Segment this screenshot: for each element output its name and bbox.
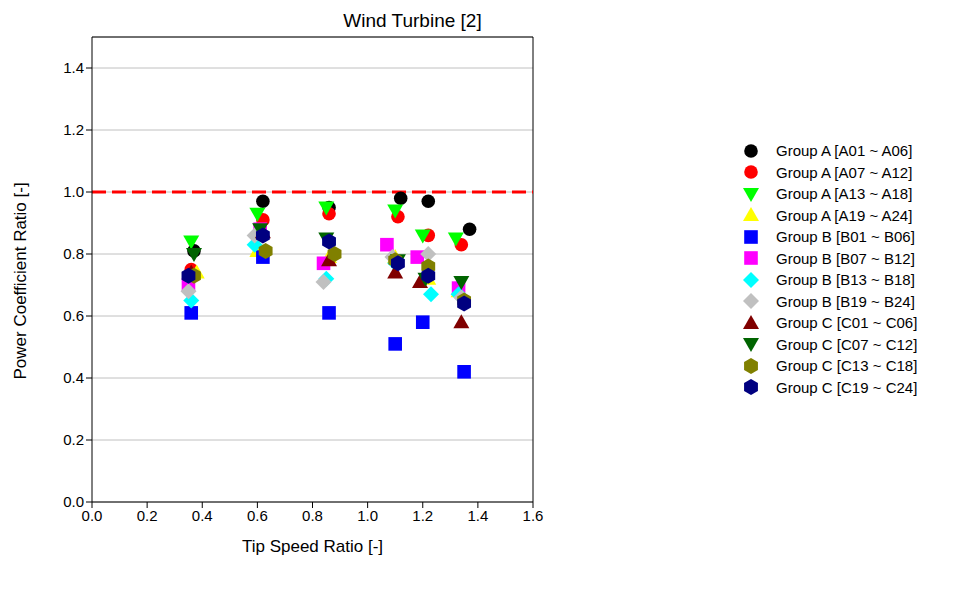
- html-text:Wind Turbine [2]: Wind Turbine [2]: [343, 10, 482, 31]
- svg-text:1.4: 1.4: [63, 59, 84, 76]
- svg-text:1.2: 1.2: [412, 507, 433, 524]
- svg-text:Power Coefficient Ratio [-]: Power Coefficient Ratio [-]: [11, 182, 30, 379]
- svg-text:0.6: 0.6: [63, 307, 84, 324]
- html-text:Group C [C19 ~ C24]: Group C [C19 ~ C24]: [776, 378, 918, 396]
- svg-text:0.2: 0.2: [63, 431, 84, 448]
- html-text:Group C [C07 ~ C12]: Group C [C07 ~ C12]: [776, 335, 918, 353]
- svg-text:0.2: 0.2: [137, 507, 158, 524]
- html-text:Group A [A01 ~ A06]: Group A [A01 ~ A06]: [776, 142, 913, 160]
- html-text:Group B [B19 ~ B24]: Group B [B19 ~ B24]: [776, 292, 915, 310]
- html-text:Group C [C01 ~ C06]: Group C [C01 ~ C06]: [776, 314, 918, 332]
- svg-text:1.4: 1.4: [467, 507, 488, 524]
- html-text:Group A [A13 ~ A18]: Group A [A13 ~ A18]: [776, 185, 913, 203]
- html-text:Group B [B13 ~ B18]: Group B [B13 ~ B18]: [776, 271, 915, 289]
- svg-text:0.6: 0.6: [247, 507, 268, 524]
- html-text:Group B [B07 ~ B12]: Group B [B07 ~ B12]: [776, 249, 915, 267]
- svg-text:0.4: 0.4: [63, 369, 84, 386]
- html-text:Group A [A07 ~ A12]: Group A [A07 ~ A12]: [776, 163, 913, 181]
- svg-text:1.6: 1.6: [523, 507, 544, 524]
- svg-text:0.8: 0.8: [302, 507, 323, 524]
- html-text:Group C [C13 ~ C18]: Group C [C13 ~ C18]: [776, 357, 918, 375]
- svg-text:1.2: 1.2: [63, 121, 84, 138]
- html-text:Group B [B01 ~ B06]: Group B [B01 ~ B06]: [776, 228, 915, 246]
- svg-text:0.4: 0.4: [192, 507, 213, 524]
- svg-text:1.0: 1.0: [63, 183, 84, 200]
- svg-text:0.8: 0.8: [63, 245, 84, 262]
- svg-text:Tip Speed Ratio [-]: Tip Speed Ratio [-]: [242, 537, 383, 556]
- svg-text:1.0: 1.0: [357, 507, 378, 524]
- svg-text:0.0: 0.0: [82, 507, 103, 524]
- svg-text:0.0: 0.0: [63, 493, 84, 510]
- html-text:Group A [A19 ~ A24]: Group A [A19 ~ A24]: [776, 206, 913, 224]
